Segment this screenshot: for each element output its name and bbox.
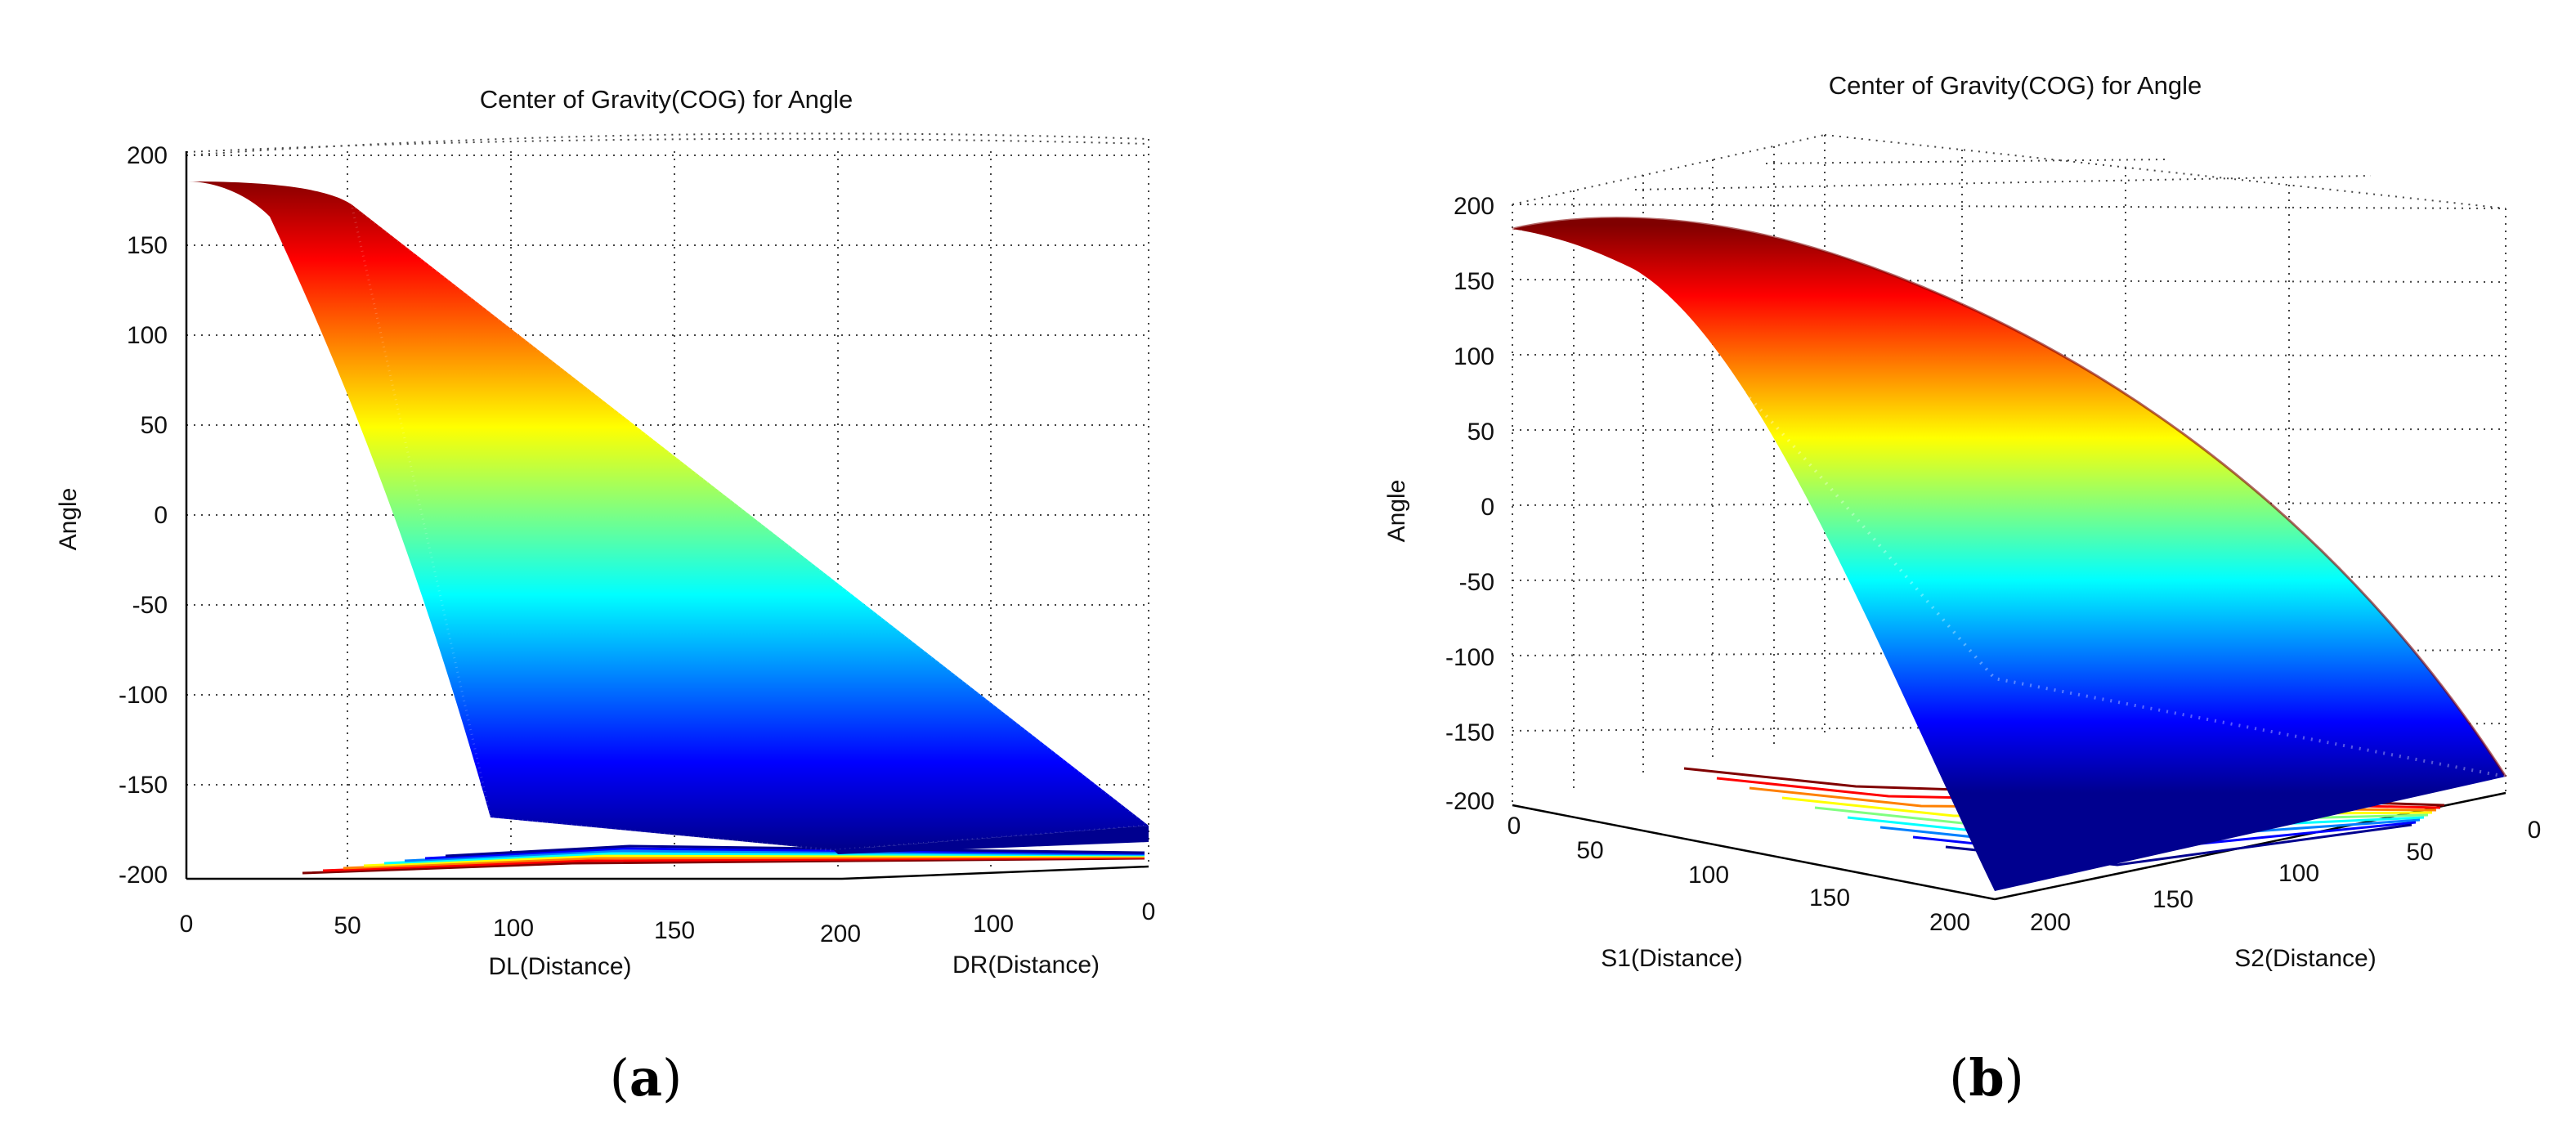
x-axis-label-b: S1(Distance) — [1601, 945, 1742, 972]
z-ticks-b: 200 150 100 50 0 -50 -100 -150 -200 — [1445, 193, 1494, 815]
grid-line — [1634, 175, 2372, 190]
x-axis-label-a: DL(Distance) — [488, 953, 631, 980]
z-tick-label: 100 — [1454, 343, 1494, 370]
y-ticks-a: 100 0 — [973, 898, 1155, 938]
z-ticks-a: 200 150 100 50 0 -50 -100 -150 -200 — [119, 142, 168, 889]
z-tick-label: 0 — [1481, 494, 1494, 521]
z-tick-label: 50 — [141, 412, 168, 439]
surface-edge-a — [834, 826, 1149, 854]
y-tick-label: 150 — [2153, 886, 2193, 913]
panel-caption-a: (a) — [610, 1048, 683, 1108]
grid-line — [1512, 134, 1826, 205]
x-tick-label: 0 — [180, 911, 194, 938]
z-tick-label: 150 — [127, 232, 168, 259]
z-tick-label: -200 — [1445, 788, 1494, 815]
panel-caption-b: (b) — [1949, 1048, 2024, 1108]
y-tick-label: 0 — [2528, 817, 2542, 844]
caption-letter: b — [1969, 1048, 2004, 1108]
x-tick-label: 200 — [1929, 909, 1970, 936]
x-tick-label: 150 — [654, 917, 695, 944]
z-tick-label: -50 — [1459, 569, 1494, 596]
x-tick-label: 50 — [1576, 837, 1603, 864]
z-tick-label: -150 — [1445, 719, 1494, 746]
y-axis-label-b: S2(Distance) — [2234, 945, 2376, 972]
y-tick-label: 50 — [2406, 839, 2433, 866]
contour-line — [424, 847, 1145, 860]
y-tick-label: 200 — [2030, 909, 2071, 936]
y-ticks-b: 200 150 100 50 0 — [2030, 817, 2541, 936]
z-axis-label-a: Angle — [55, 488, 82, 551]
z-tick-label: -100 — [1445, 644, 1494, 671]
chart-title-a: Center of Gravity(COG) for Angle — [480, 85, 853, 114]
z-tick-label: -100 — [119, 682, 168, 709]
caption-paren-close: ) — [662, 1048, 682, 1108]
y-axis-label-a: DR(Distance) — [952, 952, 1100, 979]
caption-letter: a — [629, 1048, 662, 1108]
chart-panel-a: Center of Gravity(COG) for Angle — [55, 85, 1155, 1108]
grid-line — [1765, 159, 2167, 164]
caption-paren-open: ( — [610, 1048, 629, 1108]
z-tick-label: 50 — [1467, 419, 1494, 446]
surface-a — [188, 181, 1149, 850]
z-tick-label: 200 — [127, 142, 168, 169]
contour-line — [404, 849, 1145, 862]
x-axis-b — [1512, 804, 1996, 901]
x-ticks-b: 0 50 100 150 200 — [1508, 813, 1970, 936]
chart-title-b: Center of Gravity(COG) for Angle — [1829, 71, 2202, 100]
y-tick-label: 0 — [1142, 898, 1156, 925]
y-tick-label: 100 — [973, 911, 1014, 938]
surface-ridge-b — [1512, 217, 2507, 777]
caption-paren-close: ) — [2005, 1048, 2024, 1108]
z-tick-label: 200 — [1454, 193, 1494, 220]
x-tick-label: 0 — [1508, 813, 1521, 840]
y-tick-label: 100 — [2278, 860, 2319, 887]
grid-line — [1512, 204, 2507, 209]
z-tick-label: -50 — [132, 592, 168, 619]
x-tick-label: 50 — [334, 912, 361, 939]
surface-b — [1512, 217, 2506, 891]
x-tick-label: 150 — [1809, 884, 1850, 911]
contour-line — [383, 852, 1145, 865]
contour-line — [322, 856, 1145, 872]
chart-panel-b: Center of Gravity(COG) for Angle — [1383, 71, 2541, 1108]
x-tick-label: 200 — [820, 920, 861, 947]
caption-paren-open: ( — [1949, 1048, 1969, 1108]
z-axis-label-b: Angle — [1383, 480, 1410, 543]
z-tick-label: 100 — [127, 322, 168, 349]
contour-line — [302, 857, 1145, 875]
gridlines-a — [186, 132, 1149, 871]
x-tick-label: 100 — [1688, 862, 1729, 889]
grid-line — [186, 132, 1149, 156]
z-tick-label: -200 — [119, 862, 168, 889]
contour-floor-a — [302, 844, 1145, 875]
x-ticks-a: 0 50 100 150 200 — [180, 911, 861, 947]
contour-line — [445, 844, 1145, 858]
z-tick-label: 0 — [154, 502, 168, 529]
x-tick-label: 100 — [493, 915, 534, 942]
grid-line — [1824, 134, 2507, 209]
contour-line — [363, 854, 1145, 867]
z-tick-label: 150 — [1454, 268, 1494, 295]
y-axis-a — [841, 865, 1149, 880]
grid-line — [186, 137, 1149, 153]
contour-line — [343, 855, 1145, 870]
z-tick-label: -150 — [119, 772, 168, 799]
